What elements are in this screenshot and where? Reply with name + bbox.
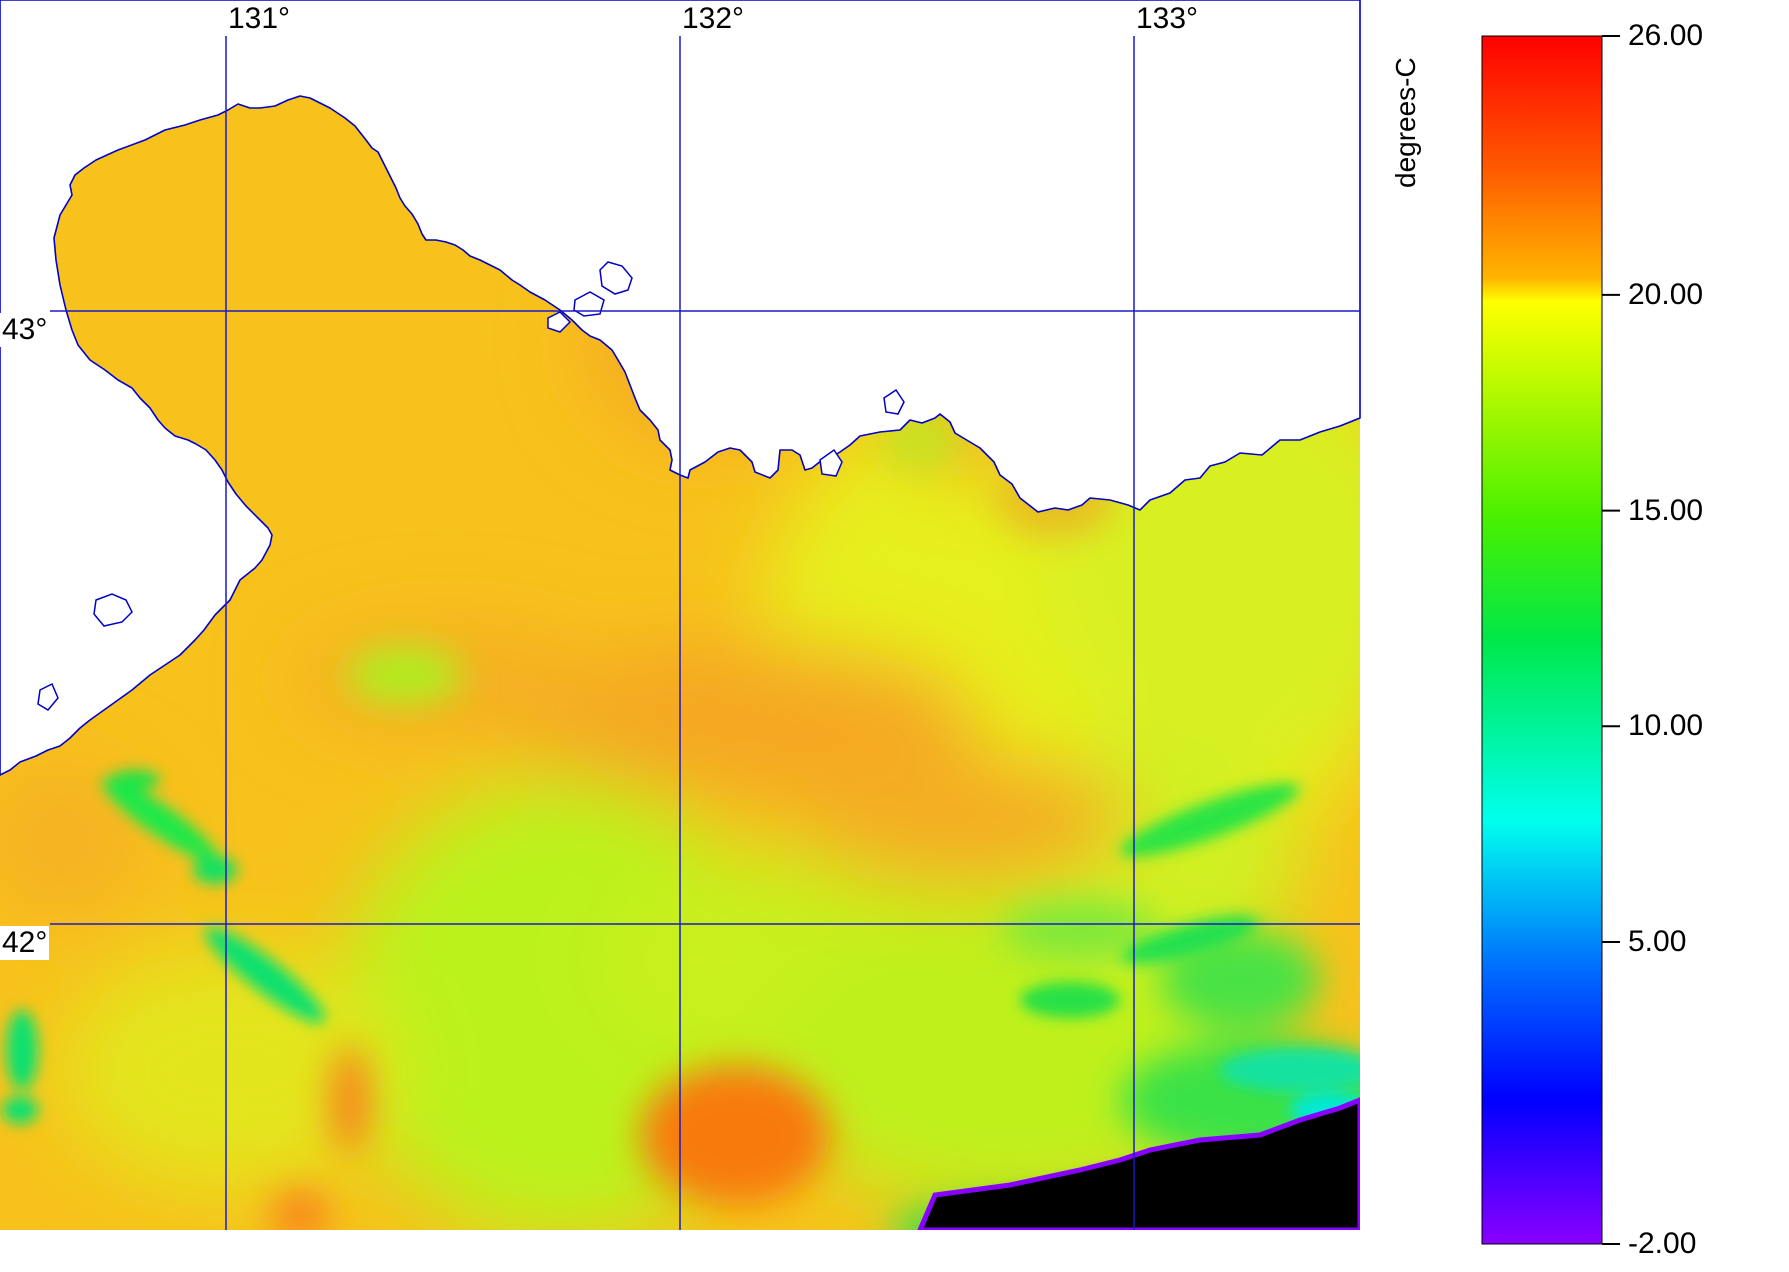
colorbar-tick-label: 10.00	[1628, 709, 1704, 743]
colorbar-tick-label: 26.00	[1628, 19, 1704, 52]
lon-label-132: 132°	[680, 2, 747, 36]
colorbar-tick-label: 20.00	[1628, 277, 1704, 311]
colorbar-tick-label: 15.00	[1628, 493, 1704, 527]
lat-label-43: 43°	[0, 313, 50, 347]
lon-label-133: 133°	[1134, 2, 1201, 36]
missing-data-area	[917, 1097, 1360, 1230]
colorbar-title: degrees-C	[1380, 38, 1421, 198]
colorbar	[1481, 35, 1620, 1245]
lon-label-131: 131°	[226, 2, 293, 36]
colorbar-title-text: degrees-C	[1390, 57, 1421, 188]
lat-label-42: 42°	[0, 926, 50, 960]
graticule	[50, 36, 1360, 1230]
colorbar-tick-label: -2.00	[1628, 1227, 1697, 1260]
colorbar-tick-label: 5.00	[1628, 925, 1687, 958]
colorbar-gradient	[1481, 35, 1603, 1245]
